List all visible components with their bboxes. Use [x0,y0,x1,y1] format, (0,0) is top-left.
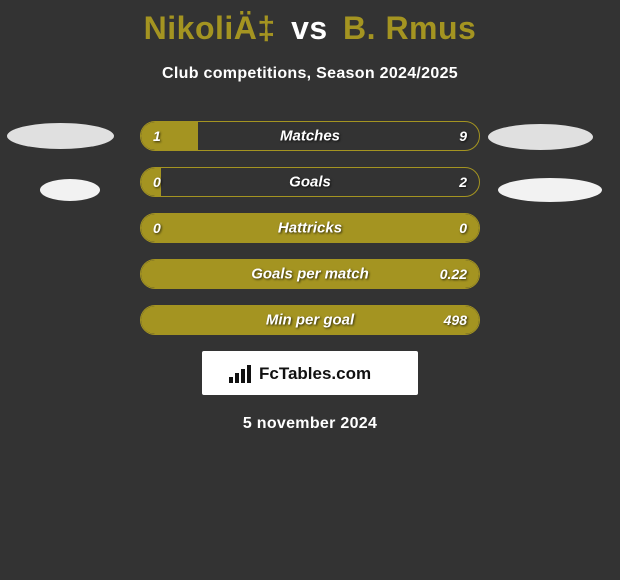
bar-fill [141,122,198,150]
player1-name: NikoliÄ‡ [144,10,276,46]
comparison-infographic: NikoliÄ‡ vs B. Rmus Club competitions, S… [0,0,620,580]
subtitle: Club competitions, Season 2024/2025 [0,65,620,83]
decorative-ellipse [498,178,602,202]
date: 5 november 2024 [0,415,620,433]
fctables-badge: FcTables.com [202,351,418,395]
decorative-ellipse [488,124,593,150]
stat-bars: 1Matches9 0Goals2 0Hattricks0 Goals per mat… [0,121,620,335]
stat-bar-goals-per-match: Goals per match0.22 [140,259,480,289]
vs-separator: vs [291,10,328,46]
bar-fill [141,168,161,196]
bar-value-right: 9 [459,128,467,144]
stat-bar-goals: 0Goals2 [140,167,480,197]
bar-label: Goals [141,174,479,191]
fctables-logo-icon: FcTables.com [225,359,395,387]
page-title: NikoliÄ‡ vs B. Rmus [0,0,620,47]
decorative-ellipse [40,179,100,201]
stat-bar-min-per-goal: Min per goal498 [140,305,480,335]
bar-fill [141,260,479,288]
stat-bar-hattricks: 0Hattricks0 [140,213,480,243]
brand-text: FcTables.com [259,364,371,383]
bar-value-right: 2 [459,174,467,190]
bar-fill [141,306,479,334]
stat-bar-matches: 1Matches9 [140,121,480,151]
player2-name: B. Rmus [343,10,476,46]
decorative-ellipse [7,123,114,149]
bar-fill [141,214,479,242]
